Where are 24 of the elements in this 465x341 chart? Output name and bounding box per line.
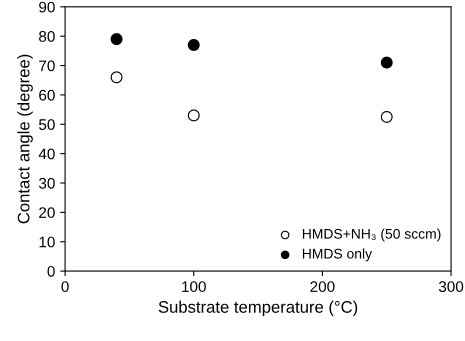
x-axis-title: Substrate temperature (°C) — [158, 300, 358, 316]
y-tick-label: 10 — [40, 236, 55, 248]
x-tick-label: 100 — [182, 281, 206, 292]
y-tick-label: 40 — [38, 148, 55, 160]
point — [380, 56, 393, 69]
legend-label: HMDS+NH₃ (50 sccm) — [302, 228, 440, 242]
x-tick-label: 200 — [310, 281, 335, 292]
y-tick-label: 0 — [47, 266, 55, 277]
y-tick-label: 60 — [39, 90, 55, 101]
y-tick-label: 50 — [38, 119, 55, 130]
point — [380, 111, 393, 123]
x-tick-label: 300 — [438, 281, 464, 292]
y-tick-label: 90 — [39, 2, 55, 13]
point — [110, 71, 122, 84]
y-tick-label: 70 — [39, 60, 55, 72]
y-tick-label: 30 — [38, 178, 55, 189]
legend-label: HMDS only — [302, 248, 372, 262]
y-axis-title: Contact angle (degree) — [17, 54, 33, 224]
x-tick-label: 0 — [61, 281, 69, 292]
y-tick-label: 20 — [39, 207, 55, 218]
point — [110, 33, 122, 46]
y-tick-label: 80 — [39, 31, 55, 42]
point — [188, 110, 200, 122]
point — [188, 39, 200, 51]
